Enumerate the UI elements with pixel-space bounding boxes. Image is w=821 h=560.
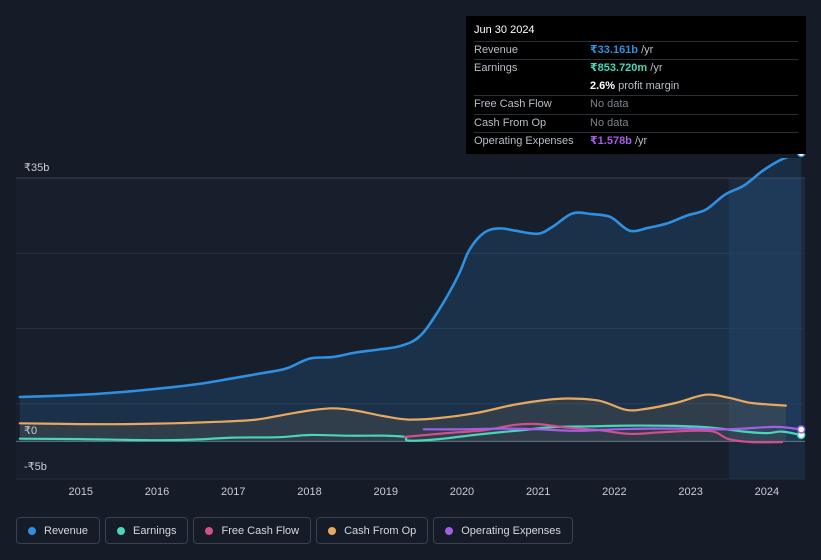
y-tick-label: ₹0: [24, 425, 37, 437]
x-tick-label: 2022: [602, 486, 626, 498]
tooltip-cfo-label: Cash From Op: [474, 116, 547, 129]
tooltip-earnings-value: ₹853.720m: [590, 62, 648, 75]
legend-label-opex: Operating Expenses: [461, 524, 561, 537]
x-tick-label: 2024: [755, 486, 779, 498]
x-tick-label: 2020: [450, 486, 474, 498]
tooltip-row-opex: Operating Expenses ₹1.578b /yr: [474, 131, 798, 150]
x-tick-label: 2019: [373, 486, 397, 498]
legend-item-revenue[interactable]: Revenue: [16, 517, 101, 544]
legend-item-opex[interactable]: Operating Expenses: [433, 517, 573, 544]
legend-dot-fcf: [205, 526, 214, 535]
tooltip-fcf-label: Free Cash Flow: [474, 98, 552, 111]
legend-label-cfo: Cash From Op: [344, 524, 417, 537]
x-tick-label: 2016: [145, 486, 169, 498]
tooltip-margin-text: profit margin: [615, 79, 680, 92]
x-tick-label: 2023: [678, 486, 702, 498]
tooltip-revenue-label: Revenue: [474, 44, 519, 56]
tooltip-row-fcf: Free Cash Flow No data: [474, 95, 798, 113]
x-tick-label: 2018: [297, 486, 321, 498]
legend-dot-revenue: [28, 526, 36, 535]
legend-label-earnings: Earnings: [133, 524, 177, 537]
tooltip-fcf-value: No data: [590, 98, 629, 111]
tooltip-row-earnings: Earnings ₹853.720m /yr: [474, 59, 798, 77]
x-tick-label: 2017: [221, 486, 245, 498]
tooltip-opex-unit: /yr: [631, 134, 648, 147]
tooltip-revenue-unit: /yr: [638, 44, 654, 56]
y-tick-label: ₹35b: [24, 162, 49, 174]
series-line-cfo: [18, 393, 787, 426]
legend: Revenue Earnings Free Cash Flow Cash Fro…: [16, 517, 573, 544]
legend-dot-earnings: [117, 526, 126, 535]
series-line-revenue: [18, 158, 790, 399]
tooltip-revenue-value: ₹33.161b: [590, 44, 639, 56]
legend-item-earnings[interactable]: Earnings: [105, 517, 189, 544]
legend-label-revenue: Revenue: [44, 524, 89, 537]
x-tick-label: 2021: [526, 486, 550, 498]
tooltip-row-revenue: Revenue ₹33.161b /yr: [474, 41, 798, 59]
legend-dot-opex: [445, 526, 454, 535]
tooltip-earnings-label: Earnings: [474, 62, 518, 75]
tooltip-panel: Jun 30 2024 Revenue ₹33.161b /yr Earning…: [466, 16, 806, 154]
legend-dot-cfo: [328, 526, 337, 535]
endpoint-marker-opex: [796, 425, 806, 434]
tooltip-opex-label: Operating Expenses: [474, 134, 574, 147]
series-line-opex: [422, 425, 803, 432]
legend-item-cfo[interactable]: Cash From Op: [316, 517, 429, 544]
tooltip-row-cfo: Cash From Op No data: [474, 113, 798, 132]
chart-area: ₹35b ₹0 -₹5b 2015 2016 2017 2018 2019 2020 2021 20…: [16, 148, 806, 498]
tooltip-row-margin: 2.6% profit margin: [474, 78, 798, 95]
series-area-revenue: [19, 158, 802, 442]
tooltip-opex-value: ₹1.578b: [590, 134, 632, 147]
y-tick-label: -₹5b: [24, 461, 47, 473]
tooltip-earnings-unit: /yr: [647, 62, 663, 75]
legend-item-fcf[interactable]: Free Cash Flow: [193, 517, 312, 544]
tooltip-date: Jun 30 2024: [474, 24, 535, 36]
tooltip-margin-value: 2.6%: [590, 79, 616, 92]
x-tick-label: 2015: [69, 486, 93, 498]
tooltip-cfo-value: No data: [590, 116, 629, 129]
legend-label-fcf: Free Cash Flow: [221, 524, 300, 537]
